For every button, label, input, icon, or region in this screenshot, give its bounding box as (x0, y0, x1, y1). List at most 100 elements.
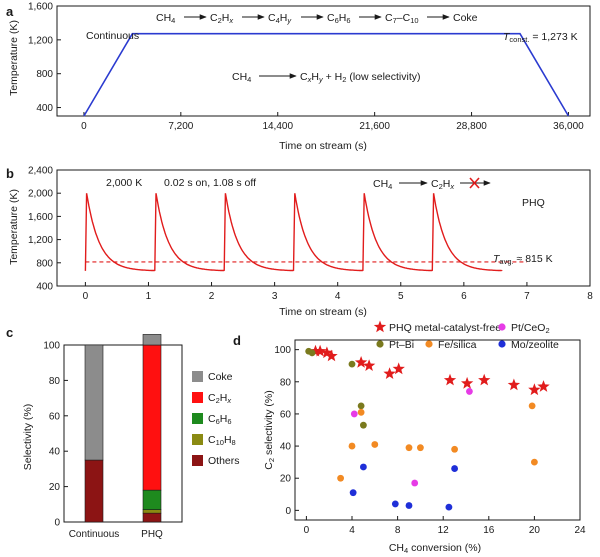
panel-d-point (360, 463, 367, 471)
panel-a-xlabel: Time on stream (s) (279, 140, 367, 152)
panel-b-label-peak: 2,000 K (106, 177, 142, 189)
panel-c-legend-label: Coke (208, 371, 233, 383)
panel-c-ytick-label: 100 (43, 341, 60, 352)
panel-d-point (360, 421, 367, 429)
panel-b-ytick-label: 2,000 (28, 189, 53, 200)
panel-d-point (451, 465, 458, 472)
panel-c-legend-label: Others (208, 455, 240, 467)
panel-d-xtick-label: 4 (349, 525, 355, 536)
panel-a-reaction-2: CH4 CxHy + H2 (low selectivity) (232, 71, 421, 84)
panel-d-ytick-label: 80 (280, 377, 292, 388)
panel-a-ytick-label: 800 (36, 69, 53, 80)
panel-d-point (337, 474, 344, 482)
panel-label-d: d (233, 333, 241, 348)
panel-a-xtick-label: 36,000 (553, 121, 584, 132)
panel-c-legend-label: C6H6 (208, 413, 232, 426)
panel-a-label-continuous: Continuous (86, 30, 139, 42)
panel-d-point-star (443, 373, 457, 386)
panel-d-point (348, 360, 356, 368)
panel-c-category-label: Continuous (69, 529, 120, 540)
panel-d-legend-label: Pt/CeO2 (511, 322, 550, 335)
panel-label-a: a (6, 4, 14, 19)
panel-c-ytick-label: 20 (49, 482, 61, 493)
panel-label-c: c (6, 325, 13, 340)
panel-a-xtick-label: 7,200 (168, 121, 193, 132)
panel-d-point (391, 500, 399, 508)
panel-d-point (451, 445, 458, 453)
panel-b-ytick-label: 1,600 (28, 212, 53, 223)
panel-d-point-star (354, 356, 368, 368)
panel-d-legend-star (373, 320, 387, 333)
panel-d-ytick-label: 100 (274, 345, 291, 356)
panel-c-bar-segment (142, 334, 162, 346)
panel-d-point-star (461, 376, 474, 389)
panel-d-point-star (383, 367, 396, 379)
panel-c-ytick-label: 0 (54, 518, 60, 529)
panel-c-bar-segment (84, 459, 104, 523)
panel-d-point (357, 402, 365, 410)
panel-c-bar-segment (142, 512, 162, 523)
panel-d-point-star (320, 346, 334, 359)
panel-d-legend-label: Mo/zeolite (511, 339, 559, 351)
panel-c-legend-swatch (192, 455, 203, 466)
panel-d-legend-dot (498, 323, 506, 331)
panel-c-ylabel: Selectivity (%) (22, 404, 34, 471)
panel-b-label-tavg: Tavg. ≈ 815 K (493, 253, 553, 266)
panel-d-legend-dot (376, 340, 384, 348)
panel-d-point (528, 402, 536, 410)
panel-d-point (371, 441, 379, 448)
panel-b-xtick-label: 5 (398, 291, 404, 302)
panel-b-xtick-label: 6 (461, 291, 467, 302)
panel-b-xtick-label: 1 (146, 291, 152, 302)
panel-c-category-label: PHQ (141, 529, 163, 540)
panel-c-legend-label: C10H8 (208, 434, 236, 447)
panel-d-point (445, 503, 453, 511)
panel-c-plot: 0 20 40 60 80 100 Continuous PHQ (43, 334, 183, 540)
panel-a-label-tconst: Tconst. = 1,273 K (503, 31, 578, 44)
svg-text:C7–C10: C7–C10 (385, 12, 419, 25)
svg-text:C2Hx: C2Hx (431, 178, 454, 191)
panel-d-point (357, 408, 365, 416)
svg-text:C6H6: C6H6 (327, 12, 351, 25)
panel-a-ylabel: Temperature (K) (8, 20, 20, 96)
panel-b-xtick-label: 0 (83, 291, 89, 302)
panel-a-ytick-label: 1,600 (28, 2, 53, 13)
panel-d-ytick-label: 0 (285, 506, 291, 517)
panel-d-point (531, 458, 538, 466)
panel-a-plot: 0 7,200 14,400 21,600 28,800 36,000 400 800 1,20… (28, 2, 591, 132)
svg-text:CxHy + H2 (low selectivity): CxHy + H2 (low selectivity) (300, 71, 421, 84)
panel-b-xtick-label: 8 (587, 291, 593, 302)
panel-d-xtick-label: 20 (529, 525, 541, 536)
panel-a-frame (56, 5, 591, 117)
panel-a-reaction-1: CH4 C2Hx C4Hy C6H6 C7–C10 Coke (156, 12, 478, 25)
panel-d-point (308, 349, 316, 357)
svg-text:C4Hy: C4Hy (268, 12, 292, 25)
panel-d-point (348, 442, 356, 450)
panel-b-ytick-label: 2,400 (28, 166, 53, 177)
panel-d-point (405, 502, 413, 509)
panel-c-bar-segment (142, 509, 162, 514)
panel-b-label-phq: PHQ (522, 197, 545, 209)
panel-a-xtick-label: 0 (81, 121, 87, 132)
panel-a-xtick-label: 21,600 (359, 121, 390, 132)
panel-d-ylabel: C2 selectivity (%) (263, 390, 276, 469)
panel-c-legend-swatch (192, 392, 203, 403)
panel-b-xtick-label: 3 (272, 291, 278, 302)
panel-d-point-star (528, 383, 541, 396)
panel-a-xtick-label: 28,800 (456, 121, 487, 132)
panel-d-legend: PHQ metal-catalyst-free Pt/CeO2 Pt–Bi Fe/si… (373, 320, 559, 351)
panel-c-bar-segment (84, 344, 104, 461)
panel-d-point (405, 444, 413, 452)
svg-text:CH4: CH4 (232, 71, 251, 84)
panel-a-ytick-label: 1,200 (28, 35, 53, 46)
panel-b-xtick-label: 4 (335, 291, 341, 302)
svg-text:CH4: CH4 (373, 178, 392, 191)
svg-text:Coke: Coke (453, 12, 478, 24)
panel-d-xtick-label: 8 (395, 525, 401, 536)
svg-text:CH4: CH4 (156, 12, 175, 25)
panel-b-label-timing: 0.02 s on, 1.08 s off (164, 177, 256, 189)
panel-b-frame (56, 169, 591, 287)
panel-c-legend-label: C2Hx (208, 392, 231, 405)
panel-b-ytick-label: 400 (36, 282, 53, 293)
